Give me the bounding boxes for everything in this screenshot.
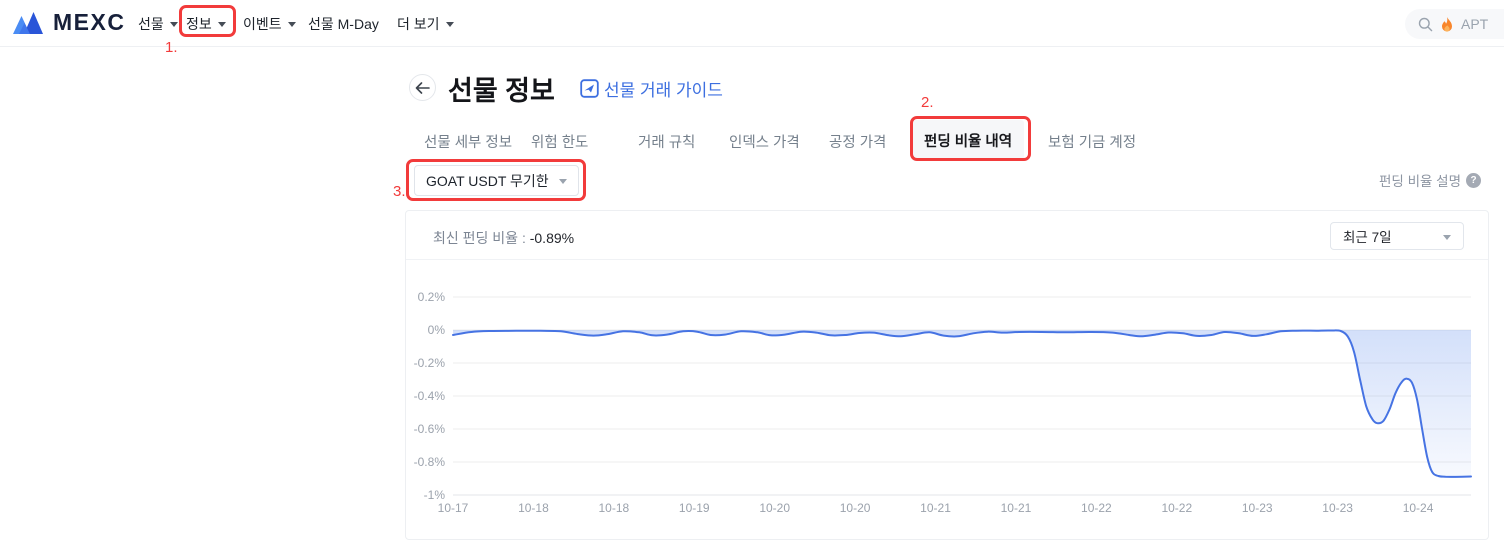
y-axis-tick: -0.6% — [414, 422, 446, 436]
pair-select[interactable]: GOAT USDT 무기한 — [414, 165, 579, 196]
nav-item-label: 정보 — [186, 15, 212, 32]
nav-item-label: 이벤트 — [243, 15, 282, 32]
page-title: 선물 정보 — [448, 76, 555, 106]
chevron-down-icon — [1443, 234, 1451, 240]
funding-rate-chart: 0.2% 0% -0.2% -0.4% -0.6% -0.8% -1%10-17 10-18 1… — [414, 290, 1472, 515]
x-axis-tick: 10-21 — [920, 501, 951, 515]
chart-area — [453, 330, 1471, 477]
search-input[interactable]: APT — [1405, 9, 1504, 39]
nav-item-events[interactable]: 이벤트 — [243, 0, 296, 47]
x-axis-tick: 10-21 — [1001, 501, 1032, 515]
y-axis-tick: 0% — [428, 323, 446, 337]
search-icon — [1418, 17, 1433, 31]
y-axis-tick: -0.8% — [414, 455, 446, 469]
x-axis-tick: 10-23 — [1242, 501, 1273, 515]
y-axis-tick: -0.2% — [414, 356, 446, 370]
back-button[interactable] — [409, 74, 436, 101]
pair-select-value: GOAT USDT 무기한 — [426, 172, 549, 189]
mexc-logo[interactable]: MEXC — [12, 9, 125, 36]
x-axis-tick: 10-18 — [518, 501, 549, 515]
x-axis-tick: 10-24 — [1403, 501, 1434, 515]
funding-rate-card: 최신 펀딩 비율 : -0.89% 최근 7일 0.2% 0% -0.2% -0.4%… — [405, 210, 1489, 540]
tab-insurance-fund[interactable]: 보험 기금 계정 — [1048, 135, 1137, 151]
futures-guide-link[interactable]: 선물 거래 가이드 — [580, 76, 723, 101]
chevron-down-icon — [559, 179, 567, 184]
tab-fair-price[interactable]: 공정 가격 — [829, 135, 887, 151]
x-axis-tick: 10-18 — [598, 501, 629, 515]
latest-funding-rate-value: -0.89% — [529, 230, 575, 246]
guide-book-icon — [580, 79, 599, 98]
brand-name: MEXC — [53, 9, 126, 35]
mexc-logo-icon — [13, 11, 43, 34]
y-axis-tick: -0.4% — [414, 389, 446, 403]
annotation-label-3: 3. — [393, 183, 406, 200]
question-mark-icon: ? — [1466, 172, 1482, 188]
guide-link-label: 선물 거래 가이드 — [604, 81, 723, 100]
annotation-label-2: 2. — [921, 94, 934, 111]
arrow-left-icon — [415, 81, 430, 94]
x-axis-tick: 10-17 — [438, 501, 469, 515]
date-range-value: 최근 7일 — [1343, 230, 1392, 245]
nav-item-futures[interactable]: 선물 — [138, 0, 178, 47]
funding-rate-explain-link[interactable]: 펀딩 비율 설명 ? — [1379, 170, 1482, 190]
tab-funding-rate-history[interactable]: 펀딩 비율 내역 — [912, 120, 1025, 161]
nav-item-more[interactable]: 더 보기 — [397, 0, 454, 47]
x-axis-tick: 10-22 — [1081, 501, 1112, 515]
tab-index-price[interactable]: 인덱스 가격 — [729, 135, 800, 151]
date-range-select[interactable]: 최근 7일 — [1330, 222, 1464, 250]
chevron-down-icon — [445, 22, 454, 27]
latest-funding-rate-label: 최신 펀딩 비율 : — [433, 230, 530, 246]
trending-token: APT — [1461, 16, 1489, 32]
tab-risk-limit[interactable]: 위험 한도 — [531, 135, 589, 151]
nav-item-label: 선물 — [138, 15, 164, 32]
top-navbar: MEXC 선물 정보 이벤트 선물 M-Day 더 보기 — [0, 0, 1504, 47]
annotation-label-1: 1. — [165, 39, 178, 56]
flame-icon — [1442, 16, 1452, 32]
funding-rate-chart-area: 0.2% 0% -0.2% -0.4% -0.6% -0.8% -1% 10-17 10-18 1… — [406, 271, 1490, 533]
gridlines — [453, 296, 1471, 496]
x-axis-tick: 10-19 — [679, 501, 710, 515]
y-axis-tick: 0.2% — [418, 290, 446, 304]
latest-funding-rate: 최신 펀딩 비율 : -0.89% — [433, 228, 574, 248]
nav-item-label: 선물 M-Day — [308, 15, 379, 32]
chevron-down-icon — [169, 22, 178, 27]
x-axis-tick: 10-20 — [759, 501, 790, 515]
chevron-down-icon — [217, 22, 226, 27]
tab-futures-details[interactable]: 선물 세부 정보 — [424, 135, 513, 151]
x-axis-tick: 10-20 — [840, 501, 871, 515]
card-header: 최신 펀딩 비율 : -0.89% 최근 7일 — [406, 211, 1488, 260]
nav-item-mday[interactable]: 선물 M-Day — [308, 0, 379, 47]
chart-line — [452, 329, 1472, 478]
explain-link-label: 펀딩 비율 설명 — [1379, 174, 1462, 189]
tab-trading-rules[interactable]: 거래 규칙 — [638, 135, 696, 151]
nav-item-label: 더 보기 — [397, 15, 440, 32]
x-axis-tick: 10-22 — [1161, 501, 1192, 515]
x-axis-tick: 10-23 — [1322, 501, 1353, 515]
nav-item-info[interactable]: 정보 — [186, 0, 226, 47]
axis-labels: 0.2% 0% -0.2% -0.4% -0.6% -0.8% -1%10-17 10-18 1… — [414, 290, 1434, 515]
y-axis-tick: -1% — [424, 488, 446, 502]
chevron-down-icon — [287, 22, 296, 27]
